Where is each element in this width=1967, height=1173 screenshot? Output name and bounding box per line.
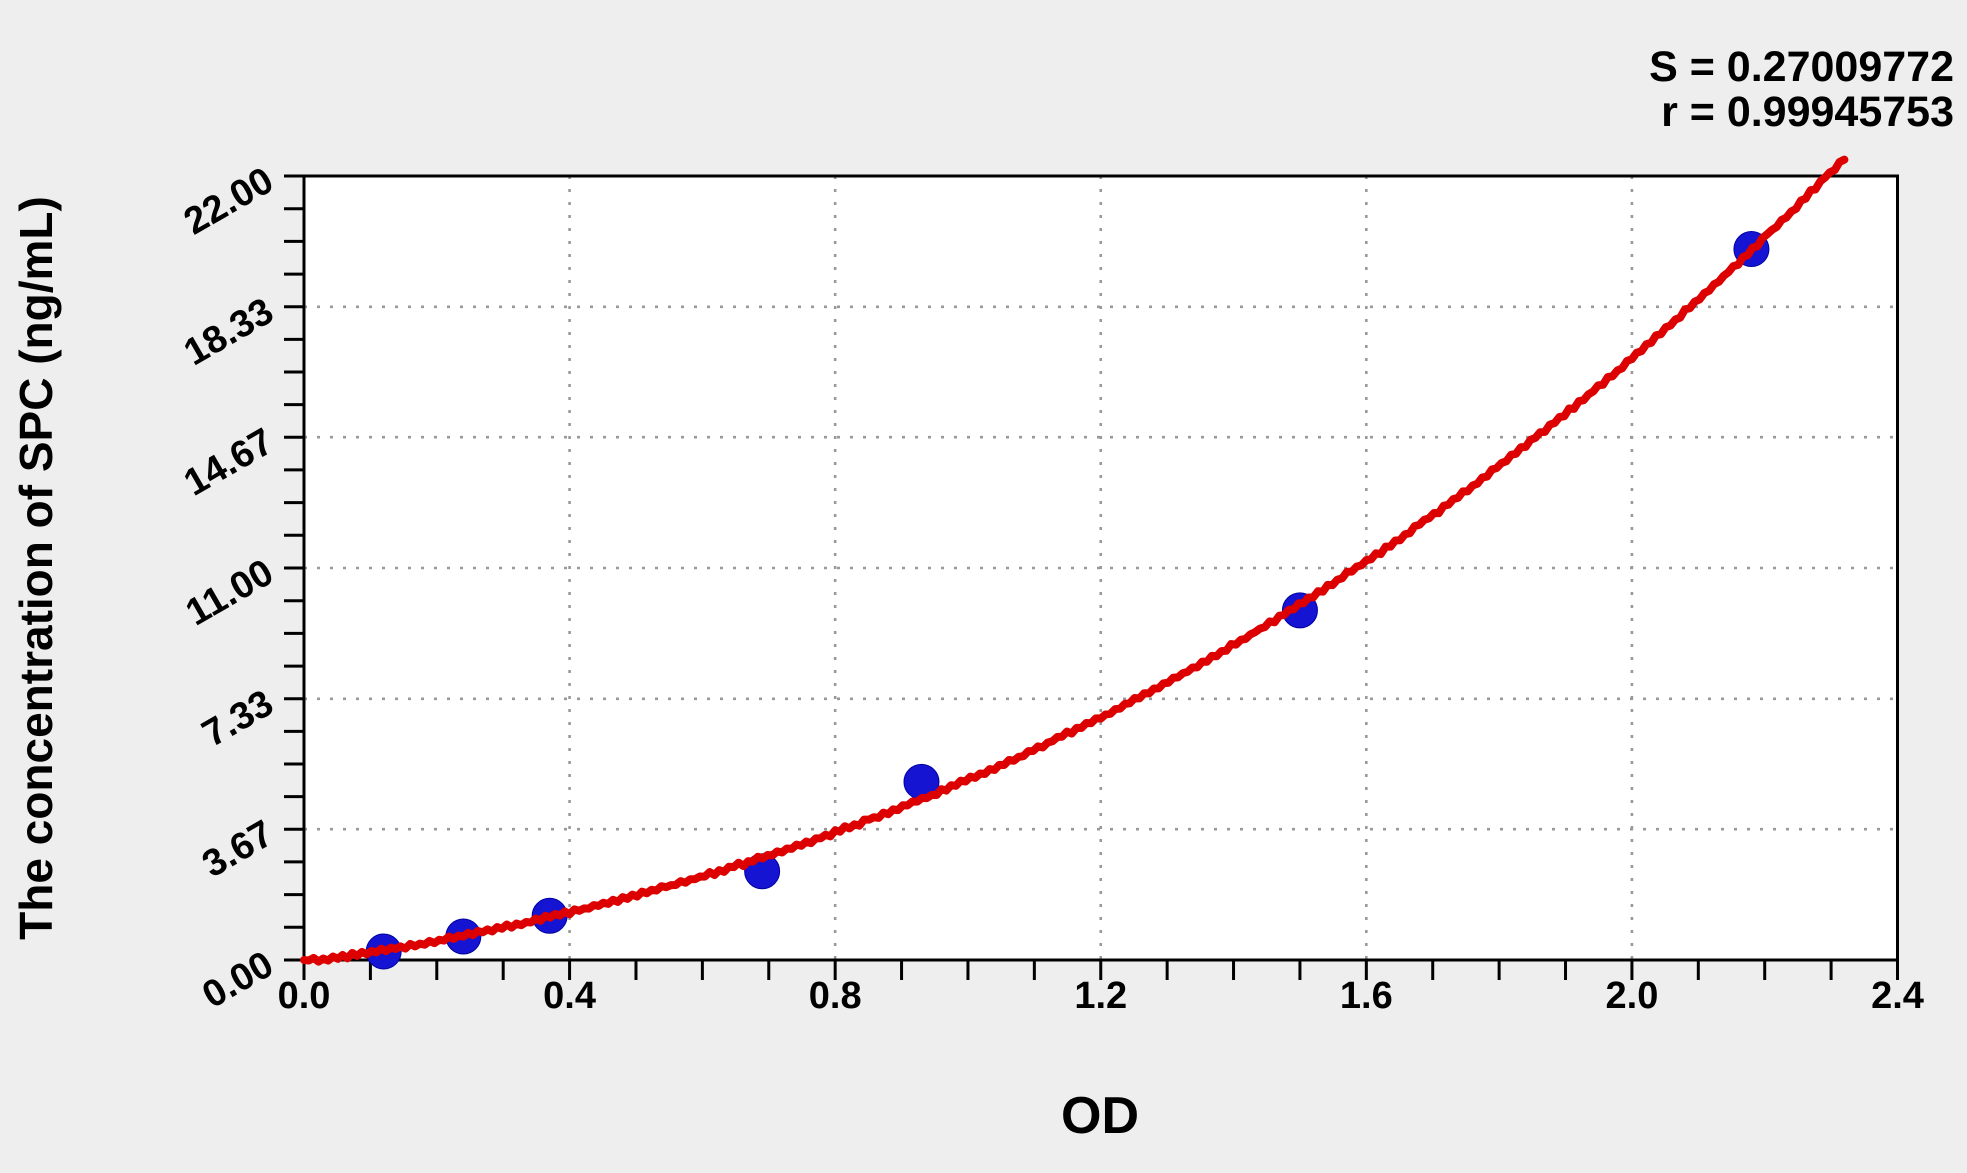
svg-text:The concentration of SPC (ng/m: The concentration of SPC (ng/mL): [10, 196, 62, 940]
svg-text:1.6: 1.6: [1340, 975, 1393, 1017]
svg-text:0.0: 0.0: [278, 975, 331, 1017]
svg-text:2.4: 2.4: [1871, 975, 1924, 1017]
svg-text:1.2: 1.2: [1074, 975, 1127, 1017]
svg-text:r = 0.99945753: r = 0.99945753: [1661, 88, 1954, 136]
svg-text:0.8: 0.8: [809, 975, 862, 1017]
svg-text:0.4: 0.4: [543, 975, 596, 1017]
svg-text:OD: OD: [1061, 1087, 1139, 1145]
svg-text:2.0: 2.0: [1606, 975, 1659, 1017]
svg-text:S = 0.27009772: S = 0.27009772: [1649, 43, 1954, 91]
